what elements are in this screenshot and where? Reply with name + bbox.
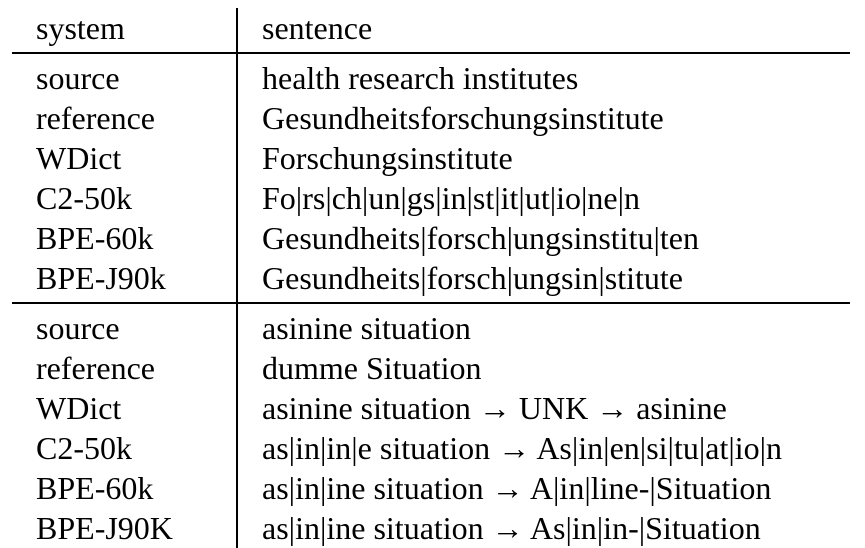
system-cell: reference <box>12 98 238 138</box>
system-cell: BPE-60k <box>12 218 238 258</box>
system-cell: reference <box>12 348 238 388</box>
table-row: reference Gesundheitsforschungsinstitute <box>12 98 850 138</box>
sentence-cell: as|in|ine situation → A|in|line-|Situati… <box>262 470 772 506</box>
sentence-cell: as|in|in|e situation → As|in|en|si|tu|at… <box>262 430 783 466</box>
table-row: BPE-J90K as|in|ine situation → As|in|in-… <box>12 508 850 548</box>
table-row: source asinine situation <box>12 303 850 348</box>
table-row: C2-50k Fo|rs|ch|un|gs|in|st|it|ut|io|ne|… <box>12 178 850 218</box>
sentence-cell: asinine situation → UNK → asinine <box>262 390 727 426</box>
table-row: WDict Forschungsinstitute <box>12 138 850 178</box>
system-cell: BPE-J90K <box>12 508 238 548</box>
sentence-cell: as|in|ine situation → As|in|in-|Situatio… <box>262 510 761 546</box>
system-cell: C2-50k <box>12 428 238 468</box>
sentence-cell: Gesundheits|forsch|ungsinstitu|ten <box>262 220 699 256</box>
table-row: WDict asinine situation → UNK → asinine <box>12 388 850 428</box>
header-row: system sentence <box>12 8 850 54</box>
table-row: source health research institutes <box>12 53 850 98</box>
system-cell: WDict <box>12 388 238 428</box>
sentence-cell: Gesundheits|forsch|ungsin|stitute <box>237 258 850 304</box>
system-cell: source <box>12 53 238 98</box>
table-row: BPE-J90k Gesundheits|forsch|ungsin|stitu… <box>12 258 850 304</box>
table-row: BPE-60k as|in|ine situation → A|in|line-… <box>12 468 850 508</box>
table-row: reference dumme Situation <box>12 348 850 388</box>
sentence-cell: asinine situation <box>262 310 471 346</box>
sentence-cell: health research institutes <box>262 60 579 96</box>
system-cell: WDict <box>12 138 238 178</box>
table: system sentence source health research i… <box>12 8 850 548</box>
table-row: C2-50k as|in|in|e situation → As|in|en|s… <box>12 428 850 468</box>
sentence-cell: Gesundheitsforschungsinstitute <box>262 100 664 136</box>
sentence-cell: dumme Situation <box>262 350 482 386</box>
table-row: BPE-60k Gesundheits|forsch|ungsinstitu|t… <box>12 218 850 258</box>
system-cell: BPE-J90k <box>12 258 238 304</box>
system-cell: BPE-60k <box>12 468 238 508</box>
sentence-cell: Forschungsinstitute <box>262 140 513 176</box>
sentence-cell: Fo|rs|ch|un|gs|in|st|it|ut|io|ne|n <box>262 180 641 216</box>
system-cell: C2-50k <box>12 178 238 218</box>
header-system: system <box>12 8 238 54</box>
header-sentence: sentence <box>237 8 850 54</box>
system-cell: source <box>12 303 238 348</box>
segmentation-examples-table: system sentence source health research i… <box>12 8 850 548</box>
